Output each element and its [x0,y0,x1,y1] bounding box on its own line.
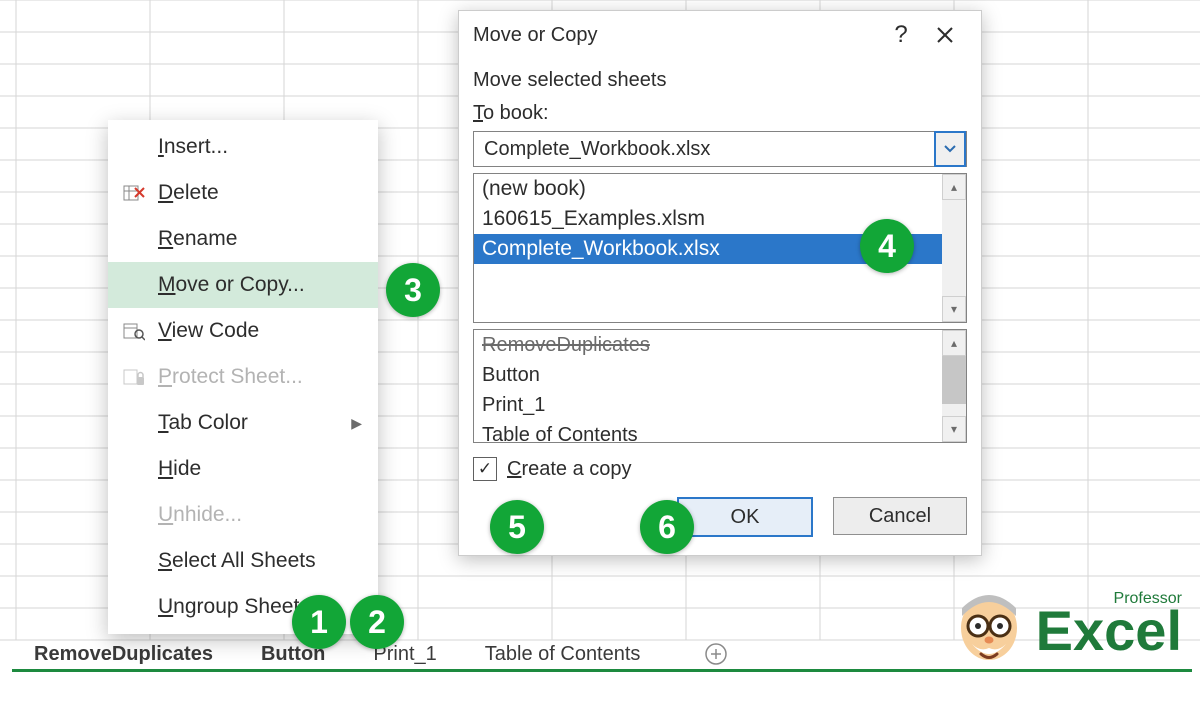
sheet-listbox[interactable]: RemoveDuplicates Button Print_1 Table of… [473,329,967,443]
professor-face-icon [954,586,1024,664]
scrollbar[interactable]: ▴ ▾ [942,174,966,322]
list-item[interactable]: Table of Contents [474,420,942,442]
dialog-heading: Move selected sheets [473,69,967,92]
delete-sheet-icon [118,181,150,205]
ctx-label: Select All Sheets [158,549,362,573]
ctx-label: Rename [158,227,362,251]
blank-icon [118,549,150,573]
help-button[interactable]: ? [879,15,923,55]
list-item[interactable]: (new book) [474,174,942,204]
to-book-combo[interactable]: Complete_Workbook.xlsx [473,131,967,167]
blank-icon [118,503,150,527]
callout-badge: 5 [490,500,544,554]
list-item[interactable]: Button [474,360,942,390]
ctx-label: Insert... [158,135,362,159]
dialog-titlebar: Move or Copy ? [459,11,981,59]
view-code-icon [118,319,150,343]
ctx-label: View Code [158,319,362,343]
create-copy-label: Create a copy [507,458,632,481]
blank-icon [118,227,150,251]
scroll-thumb[interactable] [942,356,966,404]
sheet-context-menu: Insert... Delete Rename Move or Copy... … [108,120,378,634]
move-or-copy-dialog: Move or Copy ? Move selected sheets To b… [458,10,982,556]
ctx-protect-sheet: Protect Sheet... [108,354,378,400]
brand-logo: Professor Excel [954,586,1182,664]
scroll-up-icon[interactable]: ▴ [942,174,966,200]
ctx-label: Hide [158,457,362,481]
ok-button[interactable]: OK [677,497,813,537]
list-item[interactable]: Print_1 [474,390,942,420]
ctx-tab-color[interactable]: Tab Color ▶ [108,400,378,446]
ctx-select-all-sheets[interactable]: Select All Sheets [108,538,378,584]
scrollbar[interactable]: ▴ ▾ [942,330,966,442]
brand-excel-text: Excel [1036,603,1182,659]
ctx-label: Protect Sheet... [158,365,362,389]
ctx-label: Tab Color [158,411,345,435]
callout-badge: 4 [860,219,914,273]
combo-value: Complete_Workbook.xlsx [484,138,934,161]
ctx-insert[interactable]: Insert... [108,124,378,170]
list-item[interactable]: RemoveDuplicates [474,330,942,360]
dialog-title: Move or Copy [473,24,598,47]
scroll-down-icon[interactable]: ▾ [942,416,966,442]
blank-icon [118,457,150,481]
blank-icon [118,411,150,435]
submenu-arrow-icon: ▶ [351,415,362,432]
ctx-hide[interactable]: Hide [108,446,378,492]
cancel-button[interactable]: Cancel [833,497,967,535]
sheet-tab[interactable]: Table of Contents [463,639,663,669]
to-book-label: To book: [473,102,967,125]
ctx-delete[interactable]: Delete [108,170,378,216]
scroll-down-icon[interactable]: ▾ [942,296,966,322]
blank-icon [118,595,150,619]
callout-badge: 3 [386,263,440,317]
new-sheet-button[interactable] [696,639,736,669]
sheet-tab[interactable]: RemoveDuplicates [12,639,235,669]
dropdown-arrow-icon[interactable] [934,131,966,167]
callout-badge: 2 [350,595,404,649]
ctx-label: Move or Copy... [158,273,362,297]
ctx-view-code[interactable]: View Code [108,308,378,354]
callout-badge: 1 [292,595,346,649]
ctx-label: Unhide... [158,503,362,527]
ctx-move-or-copy[interactable]: Move or Copy... [108,262,378,308]
ctx-label: Delete [158,181,362,205]
scroll-up-icon[interactable]: ▴ [942,330,966,356]
ctx-unhide: Unhide... [108,492,378,538]
active-tab-underline [12,669,1192,672]
close-button[interactable] [923,15,967,55]
create-copy-checkbox[interactable]: ✓ [473,457,497,481]
protect-sheet-icon [118,365,150,389]
ctx-rename[interactable]: Rename [108,216,378,262]
blank-icon [118,135,150,159]
callout-badge: 6 [640,500,694,554]
blank-icon [118,273,150,297]
